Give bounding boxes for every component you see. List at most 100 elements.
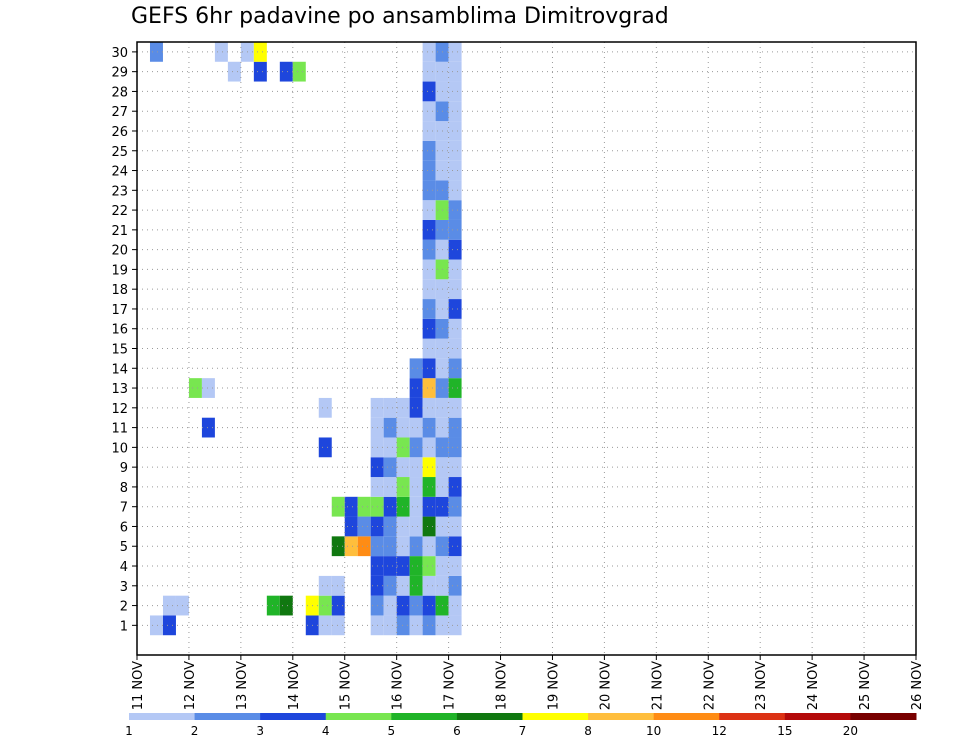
y-tick-label: 22 [111, 204, 128, 219]
y-tick-label: 13 [111, 382, 128, 397]
colorbar-label: 15 [777, 724, 792, 738]
heatmap-cell [396, 477, 410, 497]
heatmap-cell [409, 556, 423, 576]
heatmap-cell [383, 516, 397, 537]
heatmap-cell [331, 536, 345, 557]
heatmap-cell [448, 477, 462, 497]
x-tick-label: 13 NOV [235, 661, 250, 710]
y-tick-label: 14 [111, 362, 128, 377]
x-tick-label: 26 NOV [910, 661, 925, 710]
heatmap-cell [201, 378, 215, 398]
y-tick-label: 23 [111, 184, 128, 199]
heatmap-cell [448, 219, 462, 240]
y-tick-label: 25 [111, 145, 128, 160]
colorbar: 1 2 3 4 5 6 7 8 10 12 15 20 [125, 713, 917, 738]
colorbar-label: 12 [712, 724, 727, 738]
x-tick-label: 19 NOV [546, 661, 561, 710]
heatmap-cell [448, 259, 462, 280]
heatmap-cell [422, 575, 436, 596]
y-tick-label: 12 [111, 402, 128, 417]
colorbar-label: 8 [584, 724, 592, 738]
heatmap-cell [448, 397, 462, 418]
colorbar-swatch [194, 713, 261, 720]
heatmap-cell [409, 457, 423, 478]
heatmap-cell [409, 358, 423, 379]
y-tick-label: 3 [120, 580, 128, 595]
heatmap-cell [331, 575, 345, 596]
heatmap-cell [422, 556, 436, 576]
heatmap-cell [344, 516, 358, 537]
heatmap-cell [422, 81, 436, 102]
heatmap-cell [188, 378, 202, 398]
heatmap-cell [448, 42, 462, 62]
heatmap-cell [396, 496, 410, 517]
heatmap-cell [396, 556, 410, 576]
y-tick-label: 17 [111, 303, 128, 318]
heatmap-cell [448, 615, 462, 636]
heatmap-cell [279, 61, 293, 82]
heatmap-cell [409, 536, 423, 557]
y-tick-label: 27 [111, 105, 128, 120]
heatmap-cell [422, 397, 436, 418]
heatmap-cell [383, 575, 397, 596]
y-tick-label: 26 [111, 125, 128, 140]
heatmap-cell [422, 496, 436, 517]
colorbar-label: 4 [322, 724, 330, 738]
colorbar-swatch [129, 713, 196, 720]
heatmap-cell [448, 180, 462, 201]
heatmap-cell [396, 595, 410, 616]
colorbar-swatch [719, 713, 786, 720]
x-tick-label: 24 NOV [806, 661, 821, 710]
heatmap-cell [448, 200, 462, 220]
heatmap-cell [422, 160, 436, 181]
heatmap-cell [344, 496, 358, 517]
heatmap-cell [383, 536, 397, 557]
colorbar-swatch [260, 713, 327, 720]
heatmap-cell [422, 121, 436, 141]
y-tick-label: 19 [111, 263, 128, 278]
heatmap-cell [383, 477, 397, 497]
x-tick-label: 18 NOV [495, 661, 510, 710]
heatmap-cell [422, 239, 436, 260]
heatmap-cell [318, 397, 332, 418]
cells-layer [149, 42, 462, 636]
colorbar-swatch [522, 713, 589, 720]
colorbar-swatch [456, 713, 523, 720]
heatmap-cell [448, 437, 462, 458]
heatmap-cell [214, 42, 228, 62]
heatmap-cell [448, 417, 462, 438]
y-tick-label: 11 [111, 422, 128, 437]
y-tick-label: 7 [120, 501, 128, 516]
y-tick-label: 20 [111, 244, 128, 259]
y-tick-label: 21 [111, 224, 128, 239]
heatmap-cell [396, 417, 410, 438]
y-tick-label: 29 [111, 66, 128, 81]
colorbar-swatch [784, 713, 851, 720]
heatmap-cell [422, 101, 436, 122]
colorbar-label: 7 [519, 724, 527, 738]
heatmap-cell [422, 259, 436, 280]
y-tick-label: 30 [111, 46, 128, 61]
heatmap-cell [383, 397, 397, 418]
plot-frame [136, 41, 917, 656]
heatmap-cell [318, 615, 332, 636]
x-tick-label: 21 NOV [650, 661, 665, 710]
heatmap-cell [383, 496, 397, 517]
heatmap-cell [331, 615, 345, 636]
heatmap-cell [422, 219, 436, 240]
heatmap-cell [318, 575, 332, 596]
colorbar-label: 1 [125, 724, 133, 738]
heatmap-cell [422, 536, 436, 557]
heatmap-cell [422, 200, 436, 220]
heatmap-cell [422, 378, 436, 398]
heatmap-cell [292, 61, 306, 82]
heatmap-cell [448, 160, 462, 181]
colorbar-swatch [325, 713, 392, 720]
heatmap-cell [266, 595, 280, 616]
x-tick-label: 17 NOV [443, 661, 458, 710]
heatmap-cell [448, 61, 462, 82]
heatmap-cell [383, 556, 397, 576]
heatmap-cell [409, 477, 423, 497]
heatmap-cell [396, 536, 410, 557]
heatmap-cell [422, 299, 436, 319]
